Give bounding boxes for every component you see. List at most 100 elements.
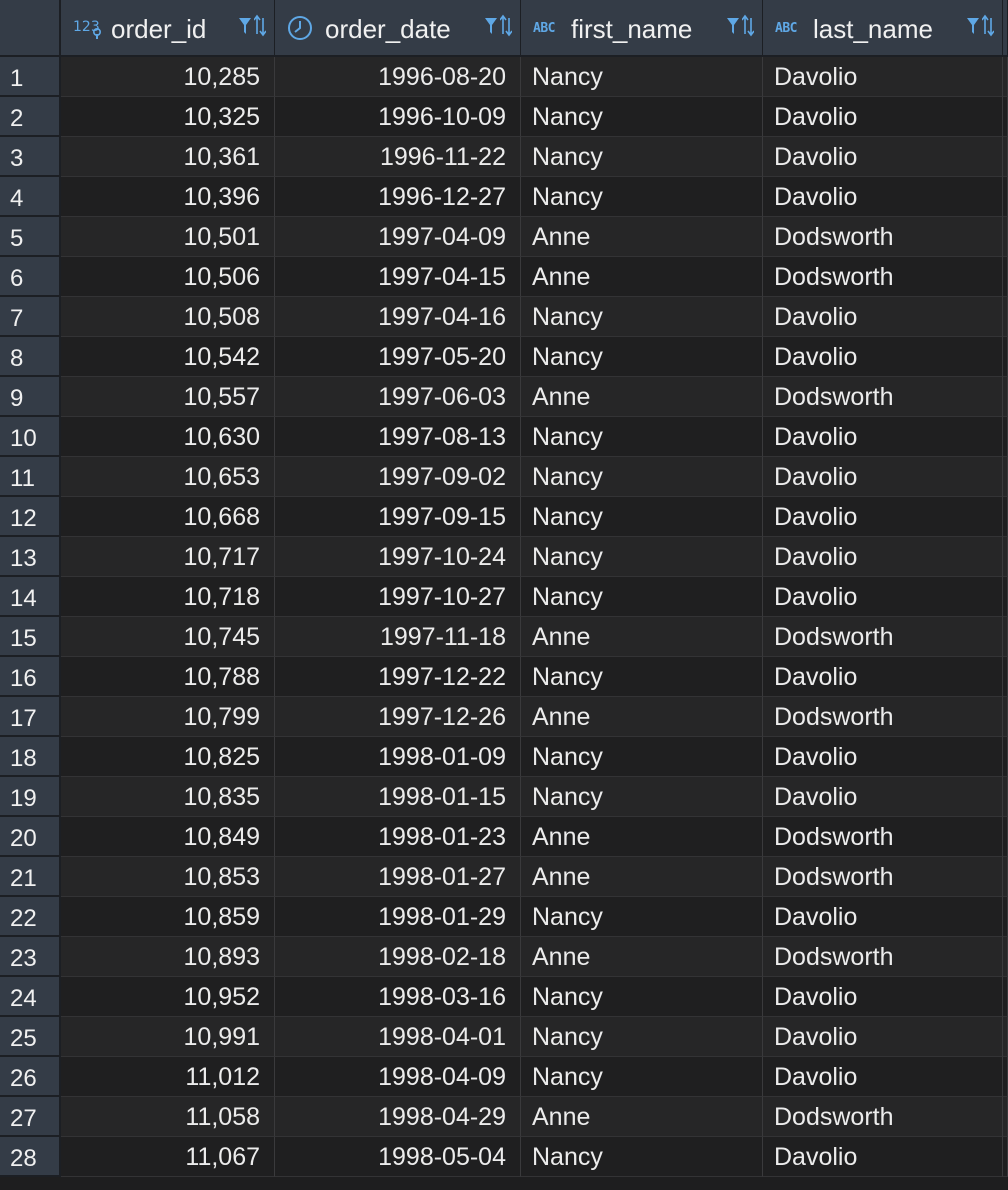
- cell-order-date[interactable]: 1998-05-04: [275, 1137, 521, 1177]
- cell-order-date[interactable]: 1997-09-15: [275, 497, 521, 537]
- grid-corner[interactable]: [0, 0, 61, 57]
- cell-first-name[interactable]: Nancy: [521, 1057, 763, 1097]
- cell-order-id[interactable]: 10,506: [61, 257, 275, 297]
- cell-first-name[interactable]: Nancy: [521, 537, 763, 577]
- row-number[interactable]: 25: [0, 1017, 61, 1057]
- cell-first-name[interactable]: Nancy: [521, 657, 763, 697]
- row-number[interactable]: 23: [0, 937, 61, 977]
- row-number[interactable]: 13: [0, 537, 61, 577]
- cell-last-name[interactable]: Davolio: [763, 537, 1003, 577]
- cell-last-name[interactable]: Dodsworth: [763, 937, 1003, 977]
- cell-first-name[interactable]: Anne: [521, 857, 763, 897]
- table-row[interactable]: 11,012 1998-04-09 Nancy Davolio: [61, 1057, 1008, 1097]
- cell-order-id[interactable]: 10,361: [61, 137, 275, 177]
- table-row[interactable]: 10,788 1997-12-22 Nancy Davolio: [61, 657, 1008, 697]
- cell-order-date[interactable]: 1998-01-27: [275, 857, 521, 897]
- cell-last-name[interactable]: Davolio: [763, 297, 1003, 337]
- cell-first-name[interactable]: Nancy: [521, 897, 763, 937]
- cell-first-name[interactable]: Anne: [521, 697, 763, 737]
- cell-order-date[interactable]: 1997-06-03: [275, 377, 521, 417]
- cell-last-name[interactable]: Dodsworth: [763, 617, 1003, 657]
- cell-first-name[interactable]: Anne: [521, 377, 763, 417]
- cell-order-date[interactable]: 1997-04-09: [275, 217, 521, 257]
- row-number[interactable]: 24: [0, 977, 61, 1017]
- table-row[interactable]: 11,058 1998-04-29 Anne Dodsworth: [61, 1097, 1008, 1137]
- cell-last-name[interactable]: Davolio: [763, 777, 1003, 817]
- table-row[interactable]: 10,285 1996-08-20 Nancy Davolio: [61, 57, 1008, 97]
- cell-order-id[interactable]: 10,542: [61, 337, 275, 377]
- cell-first-name[interactable]: Anne: [521, 1097, 763, 1137]
- cell-order-date[interactable]: 1998-02-18: [275, 937, 521, 977]
- cell-last-name[interactable]: Davolio: [763, 137, 1003, 177]
- cell-first-name[interactable]: Nancy: [521, 97, 763, 137]
- table-row[interactable]: 11,067 1998-05-04 Nancy Davolio: [61, 1137, 1008, 1177]
- cell-last-name[interactable]: Davolio: [763, 57, 1003, 97]
- cell-order-date[interactable]: 1996-10-09: [275, 97, 521, 137]
- cell-order-date[interactable]: 1996-08-20: [275, 57, 521, 97]
- cell-first-name[interactable]: Nancy: [521, 137, 763, 177]
- row-number[interactable]: 14: [0, 577, 61, 617]
- row-number[interactable]: 21: [0, 857, 61, 897]
- table-row[interactable]: 10,853 1998-01-27 Anne Dodsworth: [61, 857, 1008, 897]
- sort-icon[interactable]: [500, 14, 512, 38]
- cell-first-name[interactable]: Nancy: [521, 57, 763, 97]
- cell-last-name[interactable]: Davolio: [763, 657, 1003, 697]
- cell-order-date[interactable]: 1998-04-01: [275, 1017, 521, 1057]
- row-number[interactable]: 3: [0, 137, 61, 177]
- table-row[interactable]: 10,952 1998-03-16 Nancy Davolio: [61, 977, 1008, 1017]
- row-number[interactable]: 11: [0, 457, 61, 497]
- cell-order-date[interactable]: 1998-01-29: [275, 897, 521, 937]
- cell-last-name[interactable]: Davolio: [763, 337, 1003, 377]
- cell-last-name[interactable]: Davolio: [763, 97, 1003, 137]
- cell-order-id[interactable]: 11,058: [61, 1097, 275, 1137]
- cell-order-id[interactable]: 10,396: [61, 177, 275, 217]
- cell-last-name[interactable]: Dodsworth: [763, 377, 1003, 417]
- cell-first-name[interactable]: Nancy: [521, 457, 763, 497]
- cell-order-id[interactable]: 11,012: [61, 1057, 275, 1097]
- cell-order-date[interactable]: 1997-12-26: [275, 697, 521, 737]
- table-row[interactable]: 10,630 1997-08-13 Nancy Davolio: [61, 417, 1008, 457]
- cell-last-name[interactable]: Davolio: [763, 577, 1003, 617]
- cell-order-date[interactable]: 1998-01-23: [275, 817, 521, 857]
- column-header-order-date[interactable]: order_date: [275, 0, 521, 57]
- cell-order-id[interactable]: 10,952: [61, 977, 275, 1017]
- column-header-last-name[interactable]: ABC last_name: [763, 0, 1003, 57]
- cell-last-name[interactable]: Davolio: [763, 1057, 1003, 1097]
- cell-last-name[interactable]: Davolio: [763, 417, 1003, 457]
- table-row[interactable]: 10,718 1997-10-27 Nancy Davolio: [61, 577, 1008, 617]
- cell-last-name[interactable]: Davolio: [763, 1017, 1003, 1057]
- cell-order-id[interactable]: 10,893: [61, 937, 275, 977]
- cell-last-name[interactable]: Dodsworth: [763, 217, 1003, 257]
- row-number[interactable]: 19: [0, 777, 61, 817]
- cell-order-date[interactable]: 1997-04-15: [275, 257, 521, 297]
- cell-first-name[interactable]: Nancy: [521, 297, 763, 337]
- cell-order-date[interactable]: 1997-05-20: [275, 337, 521, 377]
- cell-order-id[interactable]: 10,501: [61, 217, 275, 257]
- cell-order-id[interactable]: 10,285: [61, 57, 275, 97]
- cell-first-name[interactable]: Nancy: [521, 1137, 763, 1177]
- row-number[interactable]: 2: [0, 97, 61, 137]
- filter-icon[interactable]: [966, 14, 980, 38]
- row-number[interactable]: 27: [0, 1097, 61, 1137]
- cell-order-date[interactable]: 1997-11-18: [275, 617, 521, 657]
- column-header-order-id[interactable]: 123 order_id: [61, 0, 275, 57]
- cell-last-name[interactable]: Davolio: [763, 897, 1003, 937]
- cell-first-name[interactable]: Nancy: [521, 337, 763, 377]
- cell-first-name[interactable]: Nancy: [521, 417, 763, 457]
- cell-order-id[interactable]: 10,788: [61, 657, 275, 697]
- table-row[interactable]: 10,506 1997-04-15 Anne Dodsworth: [61, 257, 1008, 297]
- cell-last-name[interactable]: Davolio: [763, 497, 1003, 537]
- sort-icon[interactable]: [742, 14, 754, 38]
- row-number[interactable]: 10: [0, 417, 61, 457]
- row-number[interactable]: 26: [0, 1057, 61, 1097]
- filter-icon[interactable]: [726, 14, 740, 38]
- row-number[interactable]: 1: [0, 57, 61, 97]
- table-row[interactable]: 10,361 1996-11-22 Nancy Davolio: [61, 137, 1008, 177]
- row-number[interactable]: 16: [0, 657, 61, 697]
- cell-order-id[interactable]: 10,717: [61, 537, 275, 577]
- cell-first-name[interactable]: Nancy: [521, 777, 763, 817]
- cell-first-name[interactable]: Anne: [521, 257, 763, 297]
- cell-order-id[interactable]: 10,859: [61, 897, 275, 937]
- row-number[interactable]: 22: [0, 897, 61, 937]
- row-number[interactable]: 8: [0, 337, 61, 377]
